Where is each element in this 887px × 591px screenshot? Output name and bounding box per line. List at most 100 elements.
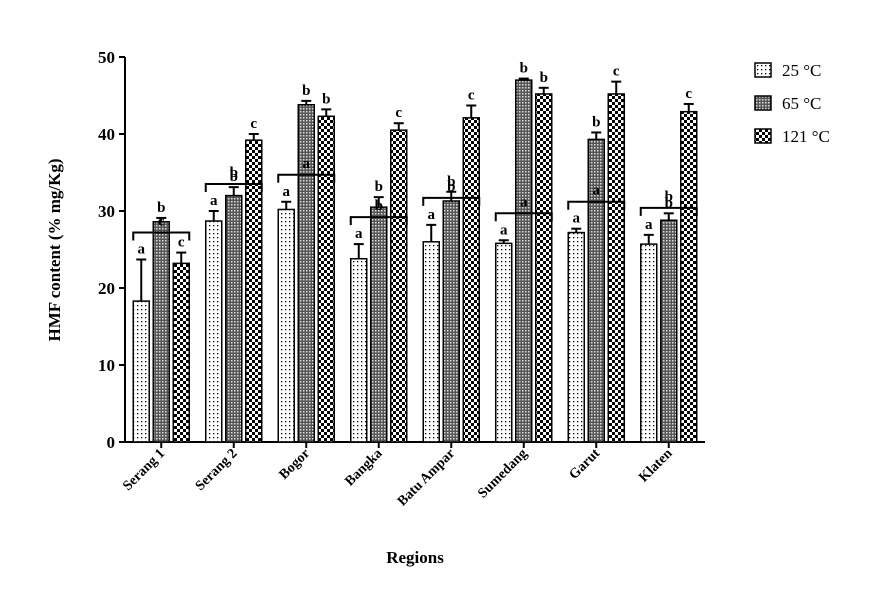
error-bar (498, 239, 509, 244)
bar (370, 206, 388, 443)
error-bar (353, 243, 364, 259)
legend-label: 25 °C (782, 61, 821, 80)
group-letter: a (520, 194, 528, 210)
significance-letter: b (157, 200, 165, 216)
group-letter: b (447, 179, 455, 195)
bar (640, 243, 658, 443)
significance-letter: b (665, 195, 673, 211)
y-tick-label: 50 (98, 48, 115, 67)
bracket (349, 216, 408, 226)
legend-swatch (754, 62, 772, 78)
significance-letter: b (322, 91, 330, 107)
significance-letter: b (230, 169, 238, 185)
error-bar (228, 186, 239, 196)
x-axis-title: Regions (386, 548, 444, 567)
group-letter: a (593, 183, 601, 199)
group-letter: a (303, 156, 311, 172)
bar (495, 242, 513, 443)
bracket (132, 231, 191, 241)
error-bar (663, 212, 674, 221)
significance-letter: b (540, 70, 548, 86)
error-bar (426, 223, 437, 242)
x-tick-label: Sumedang (475, 446, 530, 501)
significance-letter: c (685, 86, 692, 102)
error-bar (373, 196, 384, 208)
significance-letter: c (468, 88, 475, 104)
bar (442, 200, 460, 443)
y-axis-title: HMF content (% mg/Kg) (45, 158, 64, 341)
y-tick-label: 40 (98, 125, 115, 144)
bar (350, 257, 368, 443)
x-tick-label: Bangka (343, 446, 386, 489)
bar (317, 115, 335, 443)
bracket (422, 196, 481, 206)
significance-letter: a (210, 193, 218, 209)
bar (567, 231, 585, 443)
significance-letter: a (355, 226, 363, 242)
error-bar (248, 133, 259, 141)
error-bar (281, 200, 292, 210)
bar (225, 194, 243, 443)
y-tick-label: 20 (98, 279, 115, 298)
legend-label: 121 °C (782, 127, 830, 146)
error-bar (683, 102, 694, 112)
error-bar (301, 99, 312, 105)
significance-letter: c (250, 116, 257, 132)
significance-letter: c (395, 105, 402, 121)
error-bar (136, 258, 147, 302)
significance-letter: a (500, 222, 508, 238)
error-bar (538, 86, 549, 94)
error-bar (466, 104, 477, 118)
error-bar (518, 77, 529, 81)
significance-letter: b (375, 179, 383, 195)
bar (607, 93, 625, 443)
bar (535, 93, 553, 443)
bar (172, 262, 190, 443)
error-bar (156, 216, 167, 222)
bar (462, 117, 480, 443)
y-tick-label: 0 (107, 433, 116, 452)
significance-letter: c (613, 64, 620, 80)
x-tick-label: Serang 1 (120, 446, 168, 494)
bar (205, 220, 223, 443)
error-bar (591, 131, 602, 140)
significance-letter: a (645, 217, 653, 233)
group-letter: b (230, 165, 238, 181)
error-bar (611, 80, 622, 94)
error-bar (571, 227, 582, 233)
bar (277, 208, 295, 443)
error-bar (643, 233, 654, 245)
bracket (277, 173, 336, 183)
error-bar (208, 210, 219, 222)
bracket (639, 206, 698, 216)
x-tick-label: Garut (567, 446, 604, 483)
y-tick-label: 30 (98, 202, 115, 221)
group-letter: b (375, 198, 383, 214)
significance-letter: b (447, 174, 455, 190)
significance-letter: a (573, 211, 581, 227)
legend-swatch (754, 95, 772, 111)
bracket (204, 183, 263, 192)
x-tick-label: Klaten (636, 446, 675, 485)
significance-letter: a (138, 242, 146, 258)
error-bar (176, 251, 187, 264)
x-tick-label: Bogor (277, 446, 313, 482)
bracket (567, 200, 626, 210)
x-tick-label: Batu Ampar (395, 446, 458, 509)
bar (515, 79, 533, 443)
bar (680, 110, 698, 443)
bar (422, 241, 440, 443)
error-bar (321, 108, 332, 117)
significance-letter: b (520, 61, 528, 77)
significance-letter: c (178, 235, 185, 251)
error-bar (393, 122, 404, 131)
significance-letter: b (592, 114, 600, 130)
bar (152, 221, 170, 443)
bar (390, 129, 408, 443)
legend-label: 65 °C (782, 94, 821, 113)
legend-swatch (754, 128, 772, 144)
bar (245, 139, 263, 443)
error-bar (446, 190, 457, 201)
bar (660, 219, 678, 443)
